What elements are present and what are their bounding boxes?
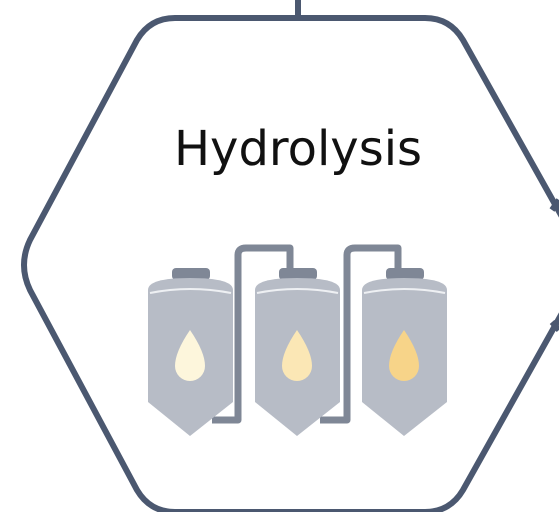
tanks [148,268,447,436]
title: Hydrolysis [174,121,422,177]
diagram: Hydrolysis [0,0,559,512]
neighbor-edge [552,200,559,330]
